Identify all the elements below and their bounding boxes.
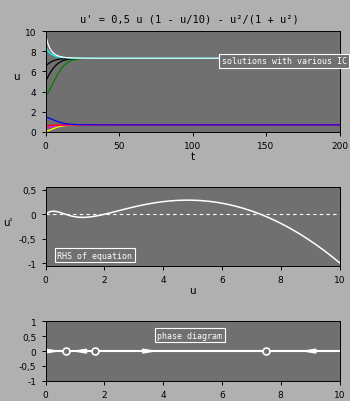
Y-axis label: u: u	[13, 72, 20, 82]
Text: phase diagram: phase diagram	[157, 331, 222, 340]
Polygon shape	[304, 349, 316, 353]
Polygon shape	[46, 349, 57, 353]
Text: u' = 0,5 u (1 - u/10) - u²/(1 + u²): u' = 0,5 u (1 - u/10) - u²/(1 + u²)	[80, 14, 298, 24]
X-axis label: u: u	[189, 286, 196, 295]
Y-axis label: u': u'	[3, 217, 13, 227]
Text: RHS of equation: RHS of equation	[57, 251, 132, 260]
Text: solutions with various IC: solutions with various IC	[222, 57, 347, 66]
X-axis label: t: t	[190, 152, 195, 162]
Polygon shape	[143, 349, 154, 353]
Polygon shape	[75, 349, 86, 353]
